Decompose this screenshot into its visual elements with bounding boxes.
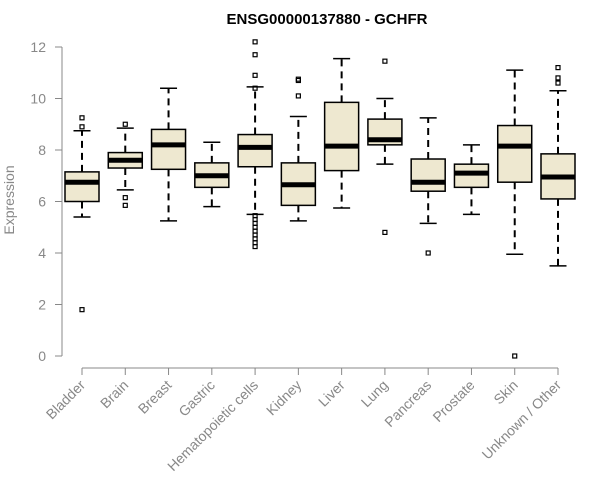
box-iqr xyxy=(150,128,187,171)
outlier-point xyxy=(382,229,388,235)
outlier-point xyxy=(122,195,128,201)
box-iqr xyxy=(323,101,360,172)
box-gastric xyxy=(194,141,230,208)
box-kidney xyxy=(280,76,317,222)
x-category-label: Skin xyxy=(490,377,521,408)
box-unknown-other xyxy=(540,64,576,267)
x-category-label: Gastric xyxy=(175,377,218,420)
outlier-point xyxy=(122,121,128,127)
box-prostate xyxy=(453,144,490,216)
y-tick-label: 4 xyxy=(38,245,46,261)
x-category-label: Pancreas xyxy=(381,377,434,430)
x-category-label: Bladder xyxy=(43,377,89,423)
x-category-label: Breast xyxy=(135,377,175,417)
outlier-point xyxy=(79,115,85,121)
outlier-point xyxy=(252,85,258,91)
outlier-point xyxy=(252,72,258,78)
outlier-point xyxy=(252,52,258,58)
box-breast xyxy=(150,87,187,222)
chart-title: ENSG00000137880 - GCHFR xyxy=(227,11,428,28)
box-iqr xyxy=(496,124,533,183)
outlier-point xyxy=(122,202,128,208)
outlier-point xyxy=(555,64,561,71)
outlier-point xyxy=(79,124,85,130)
outlier-point xyxy=(295,93,301,99)
outlier-point xyxy=(252,39,258,45)
x-category-label: Unknown / Other xyxy=(479,377,565,463)
x-category-label: Kidney xyxy=(263,377,305,419)
y-axis: 0 2 4 6 8 10 12 xyxy=(30,39,63,364)
x-category-label: Liver xyxy=(315,377,348,410)
box-pancreas xyxy=(410,117,446,256)
y-tick-label: 8 xyxy=(38,142,46,158)
y-tick-label: 12 xyxy=(30,39,46,55)
outlier-point xyxy=(555,75,561,81)
outlier-point xyxy=(79,307,85,313)
x-category-label: Lung xyxy=(358,377,391,410)
outlier-point xyxy=(425,250,431,256)
outlier-point xyxy=(512,353,518,359)
box-liver xyxy=(323,57,360,209)
box-brain xyxy=(107,121,144,208)
box-lung xyxy=(367,58,403,235)
outlier-point xyxy=(252,243,258,250)
outlier-point xyxy=(295,76,301,82)
x-category-label: Brain xyxy=(97,377,131,411)
boxes-group xyxy=(64,39,576,359)
outlier-point xyxy=(555,80,561,86)
outlier-point xyxy=(382,58,388,64)
box-iqr xyxy=(410,158,446,192)
x-category-label: Prostate xyxy=(429,377,477,425)
y-axis-label: Expression xyxy=(1,165,17,234)
y-tick-label: 10 xyxy=(30,91,46,107)
box-iqr xyxy=(453,163,490,189)
box-iqr xyxy=(237,133,273,168)
outlier-point xyxy=(295,77,301,84)
box-hematopoietic-cells xyxy=(237,39,273,250)
box-bladder xyxy=(64,115,100,313)
y-tick-label: 2 xyxy=(38,297,46,313)
box-skin xyxy=(496,69,533,359)
y-tick-label: 6 xyxy=(38,194,46,210)
y-tick-label: 0 xyxy=(38,348,46,364)
box-iqr xyxy=(64,171,100,203)
